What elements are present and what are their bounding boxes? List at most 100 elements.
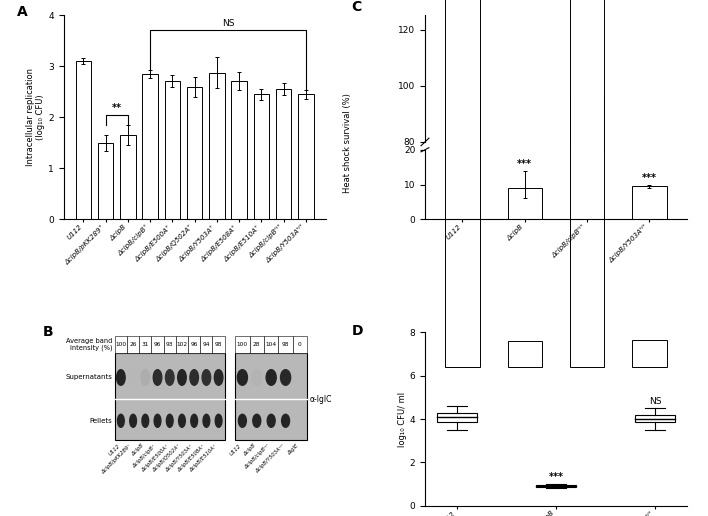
Bar [200, 336, 212, 353]
Ellipse shape [203, 414, 210, 427]
Bar [508, 188, 542, 219]
Text: ΔclpB/pKK289⁺: ΔclpB/pKK289⁺ [101, 443, 133, 475]
Bar [176, 336, 188, 353]
Bar [278, 336, 293, 353]
Ellipse shape [118, 414, 124, 427]
Text: 26: 26 [130, 342, 137, 347]
Text: 0: 0 [298, 342, 302, 347]
Text: ΔclpB: ΔclpB [243, 443, 257, 458]
Text: ***: *** [642, 173, 657, 183]
Text: C: C [352, 1, 362, 14]
Bar [570, 0, 604, 219]
Text: NS: NS [581, 40, 593, 49]
Ellipse shape [253, 414, 261, 427]
Bar [235, 336, 250, 353]
Text: ΔclpB/clpBᶜᶡˢ: ΔclpB/clpBᶜᶡˢ [244, 443, 271, 471]
Ellipse shape [266, 369, 276, 385]
Bar [632, 186, 666, 219]
Text: U112: U112 [229, 443, 242, 457]
Bar [253, 94, 269, 219]
Text: 104: 104 [266, 342, 277, 347]
Text: 94: 94 [202, 342, 210, 347]
Ellipse shape [215, 369, 223, 385]
Ellipse shape [239, 414, 246, 427]
Ellipse shape [166, 369, 174, 385]
Text: ***: *** [549, 472, 564, 482]
Y-axis label: log₁₀ CFU/ ml: log₁₀ CFU/ ml [398, 392, 406, 447]
Bar [445, 0, 479, 219]
Ellipse shape [166, 414, 173, 427]
Text: ΔclpB/E510A⁺: ΔclpB/E510A⁺ [189, 443, 219, 473]
Bar [632, 340, 666, 367]
Text: Pellets: Pellets [89, 418, 112, 424]
Text: ***: *** [518, 159, 532, 169]
Bar [437, 413, 476, 422]
Text: ΔclpB/E500A⁺: ΔclpB/E500A⁺ [140, 443, 170, 473]
Text: 93: 93 [166, 342, 173, 347]
Bar [570, 97, 604, 367]
Ellipse shape [141, 369, 149, 385]
Text: NS: NS [649, 397, 661, 406]
Bar [212, 336, 224, 353]
Bar [187, 87, 202, 219]
Bar [276, 89, 292, 219]
Text: 96: 96 [190, 342, 198, 347]
Text: B: B [42, 326, 53, 340]
Ellipse shape [154, 414, 161, 427]
Text: α-IglC: α-IglC [310, 395, 332, 404]
Ellipse shape [252, 369, 262, 385]
Ellipse shape [202, 369, 211, 385]
Y-axis label: Intracellular replication
(log₁₀ CFU): Intracellular replication (log₁₀ CFU) [26, 69, 45, 166]
Y-axis label: Heat shock survival (%): Heat shock survival (%) [343, 93, 352, 193]
Bar [209, 73, 224, 219]
Text: 100: 100 [236, 342, 248, 347]
Bar [445, 86, 479, 367]
Text: Supernatants: Supernatants [65, 375, 112, 380]
Text: ΔclpB/clpB⁺: ΔclpB/clpB⁺ [132, 443, 157, 469]
Ellipse shape [282, 414, 290, 427]
Text: A: A [16, 5, 28, 19]
Ellipse shape [178, 414, 185, 427]
Ellipse shape [130, 414, 137, 427]
Ellipse shape [153, 369, 162, 385]
Text: NS: NS [222, 19, 234, 28]
Bar [120, 135, 136, 219]
Text: ΔclpB: ΔclpB [131, 443, 145, 458]
Bar [164, 336, 176, 353]
Bar [76, 61, 91, 219]
Text: 98: 98 [215, 342, 222, 347]
Text: D: D [352, 324, 363, 338]
Text: U112: U112 [108, 443, 121, 457]
Text: 100: 100 [115, 342, 127, 347]
Text: 102: 102 [176, 342, 188, 347]
Bar [298, 94, 314, 219]
Bar [508, 342, 542, 367]
Ellipse shape [215, 414, 222, 427]
Text: **: ** [112, 103, 122, 114]
Bar [264, 336, 278, 353]
Text: ΔiglE: ΔiglE [287, 443, 300, 456]
Bar [127, 336, 139, 353]
Ellipse shape [178, 369, 186, 385]
Text: Average band
intensity (%): Average band intensity (%) [66, 338, 112, 351]
Bar [536, 485, 576, 487]
Bar [188, 336, 200, 353]
Bar [115, 353, 224, 440]
Bar [164, 80, 180, 219]
Text: ΔclpB/Y503Aᶜᶡˢ: ΔclpB/Y503Aᶜᶡˢ [254, 443, 285, 474]
Bar [293, 336, 307, 353]
Bar [250, 336, 264, 353]
Bar [152, 336, 164, 353]
Text: 96: 96 [154, 342, 161, 347]
Bar [232, 80, 247, 219]
Text: ΔclpB/Y503A⁺: ΔclpB/Y503A⁺ [165, 443, 194, 473]
Text: 31: 31 [142, 342, 149, 347]
Ellipse shape [237, 369, 247, 385]
Ellipse shape [191, 414, 198, 427]
Bar [98, 143, 113, 219]
Bar [635, 415, 675, 422]
Bar [142, 74, 158, 219]
Ellipse shape [129, 369, 137, 385]
Text: 28: 28 [253, 342, 261, 347]
Ellipse shape [117, 369, 125, 385]
